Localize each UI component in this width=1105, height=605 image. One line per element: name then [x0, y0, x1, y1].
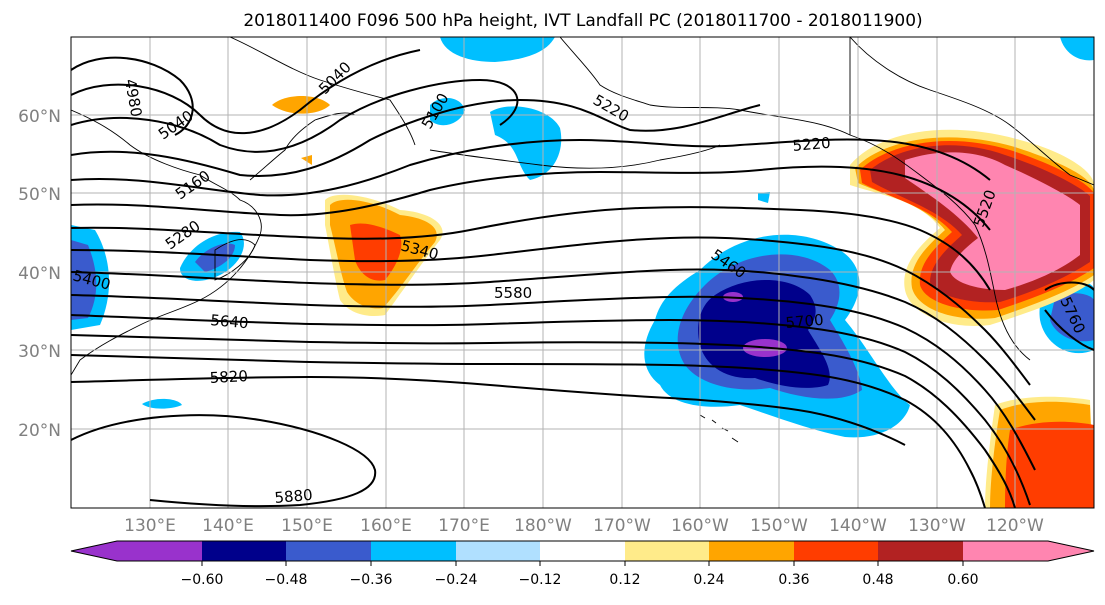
contour-5040	[71, 49, 421, 135]
colorbar-tick-label: −0.60	[181, 572, 224, 588]
contour-5340	[71, 206, 991, 291]
ivt-negative-region-small-2	[758, 192, 770, 203]
contour-label: 5640	[210, 311, 250, 332]
map-panel: 4980 5040 5040 5100 5160 5220 5220 5280 …	[70, 36, 1095, 509]
lon-label: 130°E	[124, 516, 176, 536]
contour-5760	[1044, 281, 1094, 351]
colorbar-segment	[963, 541, 1094, 561]
contour-label: 5700	[785, 311, 825, 332]
coastlines	[71, 37, 1094, 443]
colorbar-segment	[709, 541, 794, 561]
contour-5520	[71, 294, 1036, 471]
asia-coastline	[71, 109, 262, 376]
longitude-labels: 130°E 140°E 150°E 160°E 170°E 180°W 170°…	[124, 516, 1044, 536]
colorbar-tick-label: 0.24	[693, 572, 724, 588]
lat-label: 40°N	[18, 264, 61, 284]
ivt-positive-region-small	[272, 96, 330, 114]
colorbar-segment	[71, 541, 202, 561]
japan-coastline	[214, 239, 256, 281]
ivt-negative-region-west-2	[71, 240, 97, 320]
contour-4980	[71, 56, 194, 136]
lon-label: 170°W	[593, 516, 651, 536]
contour-5160	[71, 98, 761, 177]
colorbar-outline	[70, 540, 1095, 562]
siberia-coastline	[229, 37, 416, 146]
lon-label: 170°E	[438, 516, 490, 536]
ivt-positive-region-southeast-3	[1005, 421, 1094, 508]
contour-5820	[71, 375, 906, 446]
contour-label: 5580	[494, 284, 532, 302]
height-contours	[71, 49, 1094, 508]
colorbar-tick-label: −0.48	[265, 572, 308, 588]
map-border	[70, 36, 1095, 509]
colorbar-segment	[878, 541, 963, 561]
colorbar: −0.60 −0.48 −0.36 −0.24 −0.12 0.12 0.24 …	[70, 540, 1095, 588]
lon-label: 180°W	[514, 516, 572, 536]
colorbar-tick-label: −0.36	[350, 572, 393, 588]
contour-5460	[71, 268, 1036, 421]
lat-label: 60°N	[18, 107, 61, 127]
ivt-negative-region-central-3	[698, 280, 830, 388]
colorbar-segment	[794, 541, 878, 561]
contour-label: 5820	[209, 367, 248, 387]
figure-title: 2018011400 F096 500 hPa height, IVT Land…	[243, 11, 922, 31]
latitude-labels: 20°N 30°N 40°N 50°N 60°N	[18, 107, 61, 441]
contour-label: 5880	[274, 486, 314, 507]
contour-5280	[71, 165, 991, 231]
contour-5580	[71, 314, 1031, 506]
colorbar-tick-labels: −0.60 −0.48 −0.36 −0.24 −0.12 0.12 0.24 …	[181, 572, 979, 588]
colorbar-tick-label: −0.12	[519, 572, 562, 588]
contour-5100	[71, 78, 519, 153]
contour-5640	[71, 334, 1016, 508]
lat-label: 30°N	[18, 342, 61, 362]
colorbar-segment	[625, 541, 709, 561]
ivt-positive-region-river-core	[905, 152, 1080, 290]
lon-label: 160°E	[360, 516, 412, 536]
contour-5700	[71, 354, 986, 508]
lon-label: 150°W	[750, 516, 808, 536]
contour-5400	[71, 236, 1031, 386]
aleutians	[429, 144, 721, 169]
lat-label: 50°N	[18, 185, 61, 205]
contour-5880	[71, 414, 377, 508]
colorbar-segment	[202, 541, 286, 561]
colorbar-ticks	[201, 561, 964, 566]
colorbar-tick-label: −0.24	[435, 572, 478, 588]
hawaii	[699, 414, 739, 443]
colorbar-tick-label: 0.12	[609, 572, 640, 588]
colorbar-segment	[540, 541, 625, 561]
ivt-negative-region-north	[440, 37, 555, 62]
colorbar-tick-label: 0.60	[947, 572, 978, 588]
lon-label: 140°E	[202, 516, 254, 536]
kamchatka-coastline	[249, 112, 356, 181]
colorbar-segment	[456, 541, 540, 561]
lon-label: 160°W	[671, 516, 729, 536]
lat-label: 20°N	[18, 421, 61, 441]
colorbar-tick-label: 0.36	[778, 572, 809, 588]
colorbar-segment	[371, 541, 456, 561]
lon-label: 130°W	[908, 516, 966, 536]
lon-label: 140°W	[829, 516, 887, 536]
contour-5220	[71, 138, 991, 197]
ivt-negative-region-small	[142, 398, 182, 409]
lon-label: 150°E	[281, 516, 333, 536]
colorbar-tick-label: 0.48	[862, 572, 893, 588]
colorbar-segment	[286, 541, 371, 561]
lon-label: 120°W	[986, 516, 1044, 536]
north-america-coastline	[849, 37, 1094, 186]
contour-label: 5220	[792, 134, 832, 155]
ivt-negative-region-north-4	[1060, 37, 1094, 61]
